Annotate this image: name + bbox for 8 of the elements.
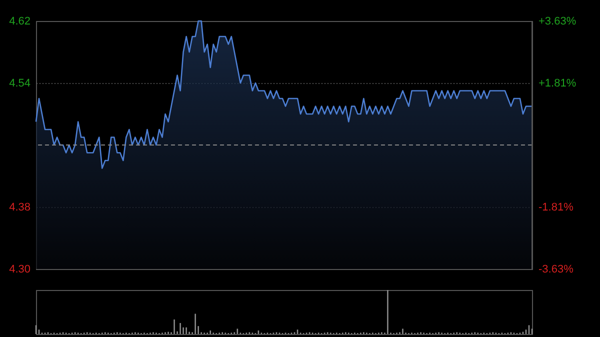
- y-tick-label: 4.54: [9, 78, 30, 90]
- y-tick-label: 4.38: [9, 202, 30, 214]
- y2-tick-label: +3.63%: [538, 16, 576, 28]
- y2-tick-label: +1.81%: [538, 78, 576, 90]
- y-tick-label: 4.62: [9, 16, 30, 28]
- y2-tick-label: -1.81%: [538, 201, 574, 214]
- y2-tick-label: -3.63%: [538, 264, 574, 276]
- y-tick-label: 4.30: [9, 264, 30, 276]
